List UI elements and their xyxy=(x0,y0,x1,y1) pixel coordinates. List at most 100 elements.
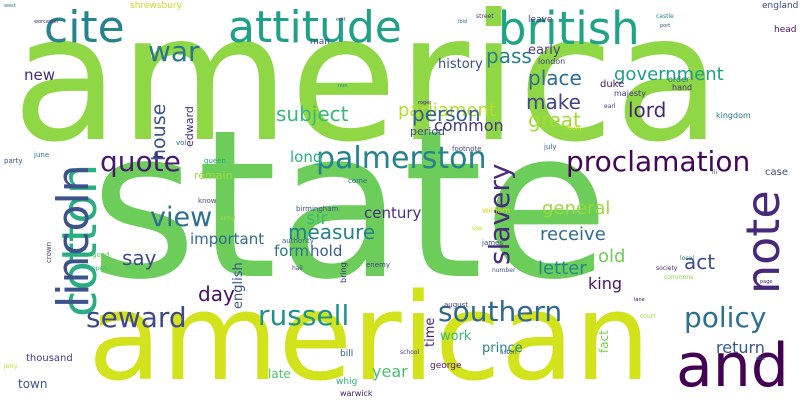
word-remain: remain xyxy=(194,169,233,182)
word-town: town xyxy=(18,377,48,391)
word-palmerston: palmerston xyxy=(316,141,487,176)
word-hold: hold xyxy=(310,242,343,260)
word-vol: vol xyxy=(176,139,187,147)
word-period: period xyxy=(410,125,446,138)
word-use: use xyxy=(472,225,483,232)
word-london: london xyxy=(538,57,566,66)
word-late: late xyxy=(268,367,291,381)
word-man: man xyxy=(310,37,330,47)
word-die: die xyxy=(756,355,766,362)
word-sir: sir xyxy=(306,208,328,229)
word-return: return xyxy=(716,338,765,357)
word-ibid: ibid xyxy=(458,19,468,25)
word-subject: subject xyxy=(276,102,349,126)
word-iii: iii xyxy=(712,169,718,176)
word-jerry: jerry xyxy=(4,363,18,370)
word-time: time xyxy=(423,317,438,347)
word-earl: earl xyxy=(604,103,616,110)
word-southern: southern xyxy=(438,295,563,328)
word-policy: policy xyxy=(684,301,767,334)
word-head: head xyxy=(774,25,797,35)
word-act: act xyxy=(684,250,716,274)
word-america: america xyxy=(12,0,722,181)
word-party: party xyxy=(4,157,23,165)
word-warwick: warwick xyxy=(340,389,373,398)
word-state: state xyxy=(90,87,610,325)
word-know: know xyxy=(198,197,217,205)
word-form: form xyxy=(274,242,309,260)
word-work: work xyxy=(440,329,472,344)
word-war: war xyxy=(148,35,200,68)
word-kingdom: kingdom xyxy=(716,111,751,120)
word-page: page xyxy=(760,279,773,285)
word-authority: authority xyxy=(282,237,314,245)
word-american: american xyxy=(88,269,651,400)
word-nun: nun xyxy=(338,83,348,89)
word-aston: aston xyxy=(500,349,517,356)
word-order: order xyxy=(668,75,690,84)
word-year: year xyxy=(372,362,408,381)
word-queen: queen xyxy=(204,157,226,165)
word-open: open xyxy=(92,265,107,272)
word-thousand: thousand xyxy=(26,353,73,364)
word-say: say xyxy=(122,246,157,270)
word-bill: bill xyxy=(340,349,354,359)
word-parliament: parliament xyxy=(398,100,496,121)
word-whig: whig xyxy=(336,377,358,387)
word-case: case xyxy=(765,167,788,178)
word-old: old xyxy=(598,246,626,267)
word-place: place xyxy=(528,66,582,90)
word-british: british xyxy=(498,2,640,55)
word-duke: duke xyxy=(600,79,625,90)
word-person: person xyxy=(412,102,481,126)
word-receive: receive xyxy=(540,224,606,245)
word-common: common xyxy=(434,116,504,135)
word-july: july xyxy=(544,143,557,151)
word-long: long xyxy=(290,148,323,166)
word-prince: prince xyxy=(482,341,523,356)
word-great: great xyxy=(528,108,581,132)
word-early: early xyxy=(528,43,561,58)
word-attitude: attitude xyxy=(228,2,402,53)
word-century: century xyxy=(364,204,422,222)
word-house: house xyxy=(148,103,170,161)
word-james: james xyxy=(482,239,504,247)
word-bring: bring xyxy=(339,262,348,283)
word-come: come xyxy=(348,177,368,185)
word-port: port xyxy=(660,23,671,29)
word-enemy: enemy xyxy=(366,261,391,269)
word-view: view xyxy=(150,202,213,233)
word-society: society xyxy=(656,265,678,272)
word-general: general xyxy=(542,198,611,219)
word-proclamation: proclamation xyxy=(566,145,751,178)
word-king: king xyxy=(588,274,623,293)
word-street: street xyxy=(476,13,494,20)
word-lincoln: lincoln xyxy=(48,164,99,308)
word-day: day xyxy=(198,282,235,306)
word-george: george xyxy=(430,361,462,371)
word-army: army xyxy=(220,215,236,222)
word-good: good xyxy=(92,251,110,259)
word-hand: hand xyxy=(672,83,693,92)
word-history: history xyxy=(438,57,483,72)
word-castle: castle xyxy=(656,13,674,20)
word-crown: crown xyxy=(45,241,53,263)
word-make: make xyxy=(526,90,581,114)
word-lord: lord xyxy=(628,98,667,122)
word-lane: lane xyxy=(634,297,645,303)
word-majesty: majesty xyxy=(614,89,646,98)
word-footnote: footnote xyxy=(452,145,482,153)
word-letter: letter xyxy=(538,258,587,279)
word-william: william xyxy=(482,206,511,215)
word-june: june xyxy=(34,151,50,159)
word-russell: russell xyxy=(258,299,350,332)
word-seward: seward xyxy=(86,301,187,334)
word-school: school xyxy=(400,349,420,356)
word-government: government xyxy=(614,64,724,85)
word-birmingham: birmingham xyxy=(296,205,339,213)
word-edit: edit xyxy=(336,17,346,23)
word-commons: commons xyxy=(664,274,694,281)
word-room: room xyxy=(566,125,582,132)
word-shrewsbury: shrewsbury xyxy=(130,1,182,11)
word-new: new xyxy=(24,66,56,84)
